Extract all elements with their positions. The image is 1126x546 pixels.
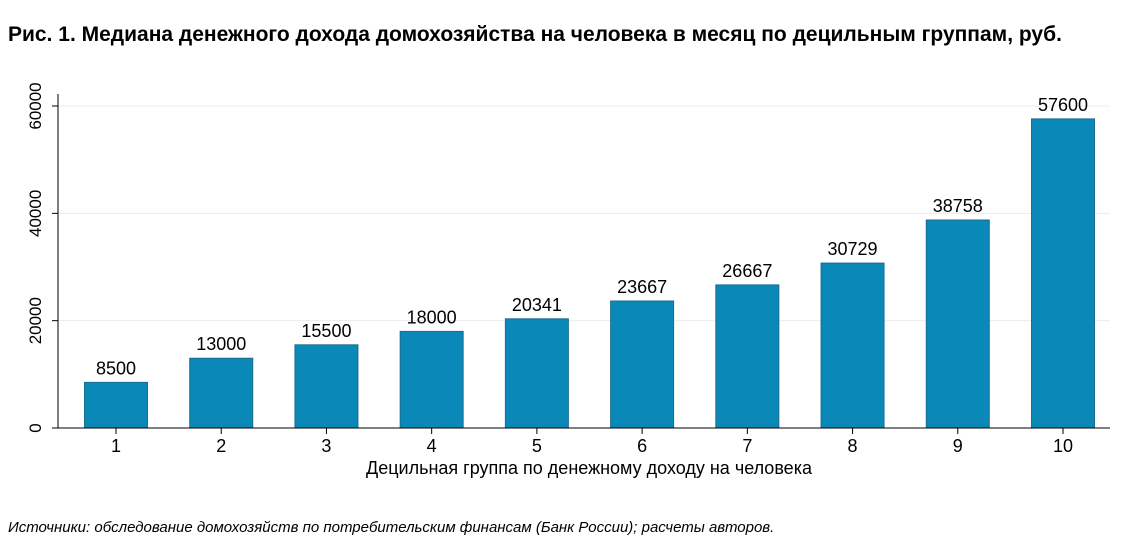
data-label-decile-1: 8500: [96, 358, 136, 378]
bar-decile-8: [820, 262, 885, 429]
data-label-decile-8: 30729: [828, 239, 878, 259]
x-tick-label-7: 7: [742, 436, 752, 456]
bar-decile-10: [1031, 118, 1095, 429]
data-label-decile-9: 38758: [933, 196, 983, 216]
data-label-decile-10: 57600: [1038, 95, 1088, 115]
bars: [84, 118, 1095, 429]
x-tick-label-5: 5: [532, 436, 542, 456]
x-tick-label-8: 8: [848, 436, 858, 456]
x-axis-title: Децильная группа по денежному доходу на …: [366, 458, 813, 478]
data-label-decile-3: 15500: [301, 321, 351, 341]
data-label-decile-5: 20341: [512, 295, 562, 315]
bar-decile-6: [610, 300, 675, 429]
data-label-decile-4: 18000: [407, 307, 457, 327]
y-tick-label-40000: 40000: [26, 190, 45, 237]
bar-decile-4: [399, 330, 464, 429]
x-tick-label-6: 6: [637, 436, 647, 456]
bar-decile-9: [925, 219, 990, 429]
bar-decile-3: [294, 344, 359, 429]
bar-chart: 8500130001550018000203412366726667307293…: [26, 82, 1110, 478]
x-tick-label-4: 4: [427, 436, 437, 456]
chart-title: Рис. 1. Медиана денежного дохода домохоз…: [8, 23, 1062, 46]
x-tick-label-1: 1: [111, 436, 121, 456]
y-axis-ticks: 0 20000 40000 60000: [26, 82, 58, 433]
bar-decile-2: [189, 357, 254, 429]
data-labels: 8500 13000 15500 18000 20341 23667 26667 30729 3…: [96, 95, 1088, 379]
y-tick-label-0: 0: [26, 423, 45, 432]
x-tick-label-3: 3: [321, 436, 331, 456]
data-label-decile-6: 23667: [617, 277, 667, 297]
y-tick-label-20000: 20000: [26, 297, 45, 344]
x-tick-label-9: 9: [953, 436, 963, 456]
x-tick-label-10: 10: [1053, 436, 1073, 456]
bar-decile-1: [84, 381, 148, 429]
y-tick-label-60000: 60000: [26, 82, 45, 129]
bar-decile-5: [504, 318, 569, 429]
source-note: Источники: обследование домохозяйств по …: [8, 519, 775, 536]
bar-decile-7: [715, 284, 780, 429]
x-axis-ticks: 1 2 3 4 5 6 7 8 9 10: [111, 428, 1073, 456]
data-label-decile-7: 26667: [722, 261, 772, 281]
data-label-decile-2: 13000: [196, 334, 246, 354]
x-tick-label-2: 2: [216, 436, 226, 456]
